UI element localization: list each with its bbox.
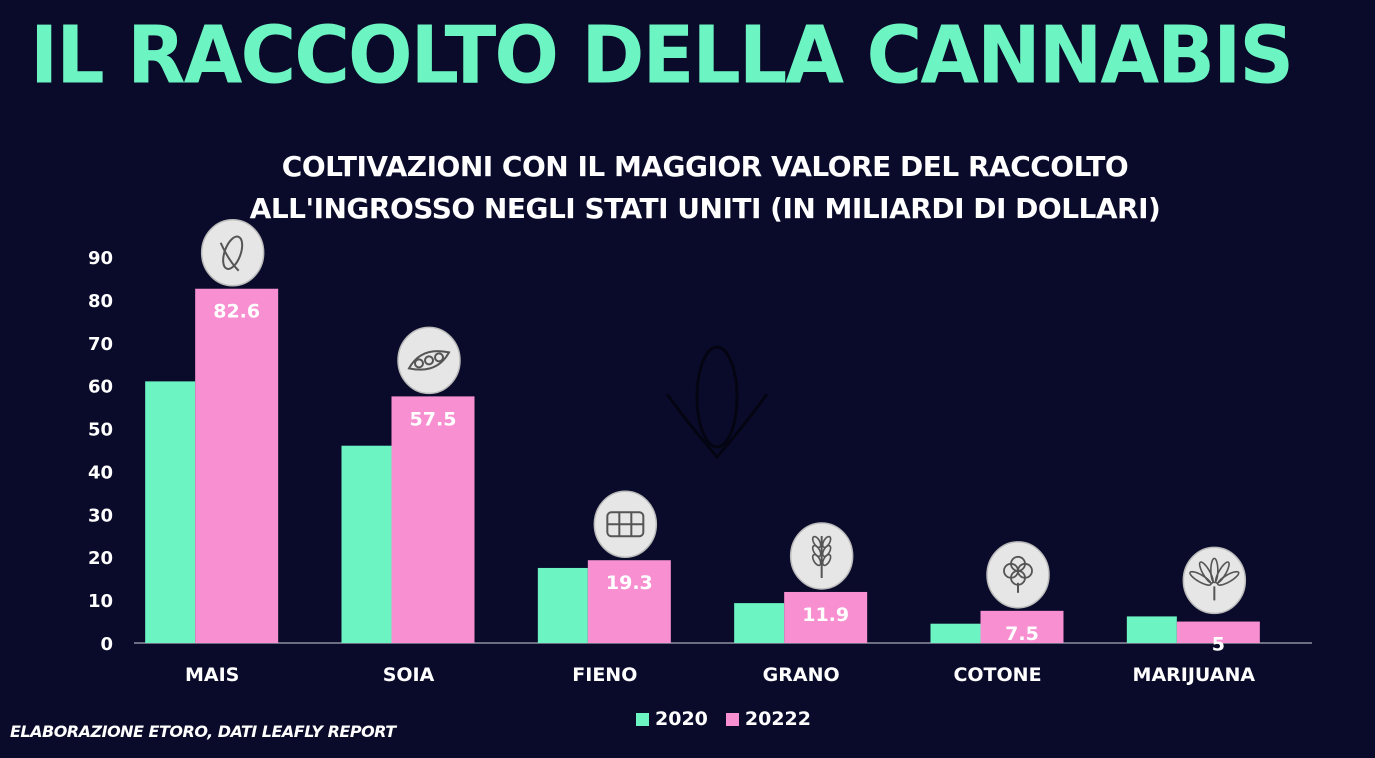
legend-label-2020: 2020 xyxy=(655,708,708,730)
cotton-icon xyxy=(986,541,1050,609)
y-tick-label: 70 xyxy=(88,334,113,355)
y-tick-label: 20 xyxy=(88,548,113,569)
y-tick-label: 80 xyxy=(88,291,113,312)
x-tick-label: FIENO xyxy=(572,664,637,686)
page-title: IL RACCOLTO DELLA CANNABIS xyxy=(30,8,1294,102)
legend-label-20222: 20222 xyxy=(744,708,811,730)
wheat-icon xyxy=(789,522,854,590)
y-tick-label: 10 xyxy=(88,591,113,612)
bar-2020 xyxy=(145,381,196,643)
bar-2020 xyxy=(341,445,392,643)
data-label: 82.6 xyxy=(213,301,260,323)
bar-20222 xyxy=(391,396,475,643)
soybean-icon xyxy=(397,326,461,395)
bar-2020 xyxy=(1126,616,1177,643)
chart-title: COLTIVAZIONI CON IL MAGGIOR VALORE DEL R… xyxy=(249,150,1161,225)
bar-20222 xyxy=(1176,621,1260,643)
x-tick-label: GRANO xyxy=(763,664,840,686)
cannabis-leaf-icon xyxy=(1182,546,1247,615)
x-tick-label: MARIJUANA xyxy=(1133,664,1256,686)
x-tick-label: MAIS xyxy=(185,664,239,686)
background-corn-icon xyxy=(665,345,769,460)
data-label: 57.5 xyxy=(410,408,457,430)
legend-item-2020: 2020 xyxy=(636,708,708,730)
data-label: 7.5 xyxy=(1005,623,1039,645)
source-note: ELABORAZIONE ETORO, DATI LEAFLY REPORT xyxy=(10,722,396,741)
bar-2020 xyxy=(537,567,588,643)
y-tick-label: 50 xyxy=(88,420,113,441)
y-tick-label: 40 xyxy=(88,462,113,483)
legend-swatch-2020 xyxy=(636,712,649,726)
legend-swatch-20222 xyxy=(725,712,739,726)
bar-2020 xyxy=(930,623,981,643)
y-tick-label: 30 xyxy=(88,505,113,526)
data-label: 11.9 xyxy=(802,604,849,626)
legend: 2020 20222 xyxy=(636,708,811,730)
bar-20222 xyxy=(980,610,1064,643)
hay-bale-icon xyxy=(593,490,658,558)
bar-20222 xyxy=(587,560,671,643)
data-label: 5 xyxy=(1212,634,1225,656)
y-tick-label: 0 xyxy=(100,634,113,655)
bar-20222 xyxy=(195,288,279,643)
x-tick-label: SOIA xyxy=(383,664,435,686)
legend-item-20222: 20222 xyxy=(725,708,811,730)
y-tick-label: 90 xyxy=(88,248,113,269)
x-tick-label: COTONE xyxy=(953,664,1041,686)
data-label: 19.3 xyxy=(606,572,653,594)
bar-2020 xyxy=(734,603,785,643)
corn-icon xyxy=(200,218,265,287)
bar-20222 xyxy=(784,591,868,643)
y-tick-label: 60 xyxy=(88,377,113,398)
